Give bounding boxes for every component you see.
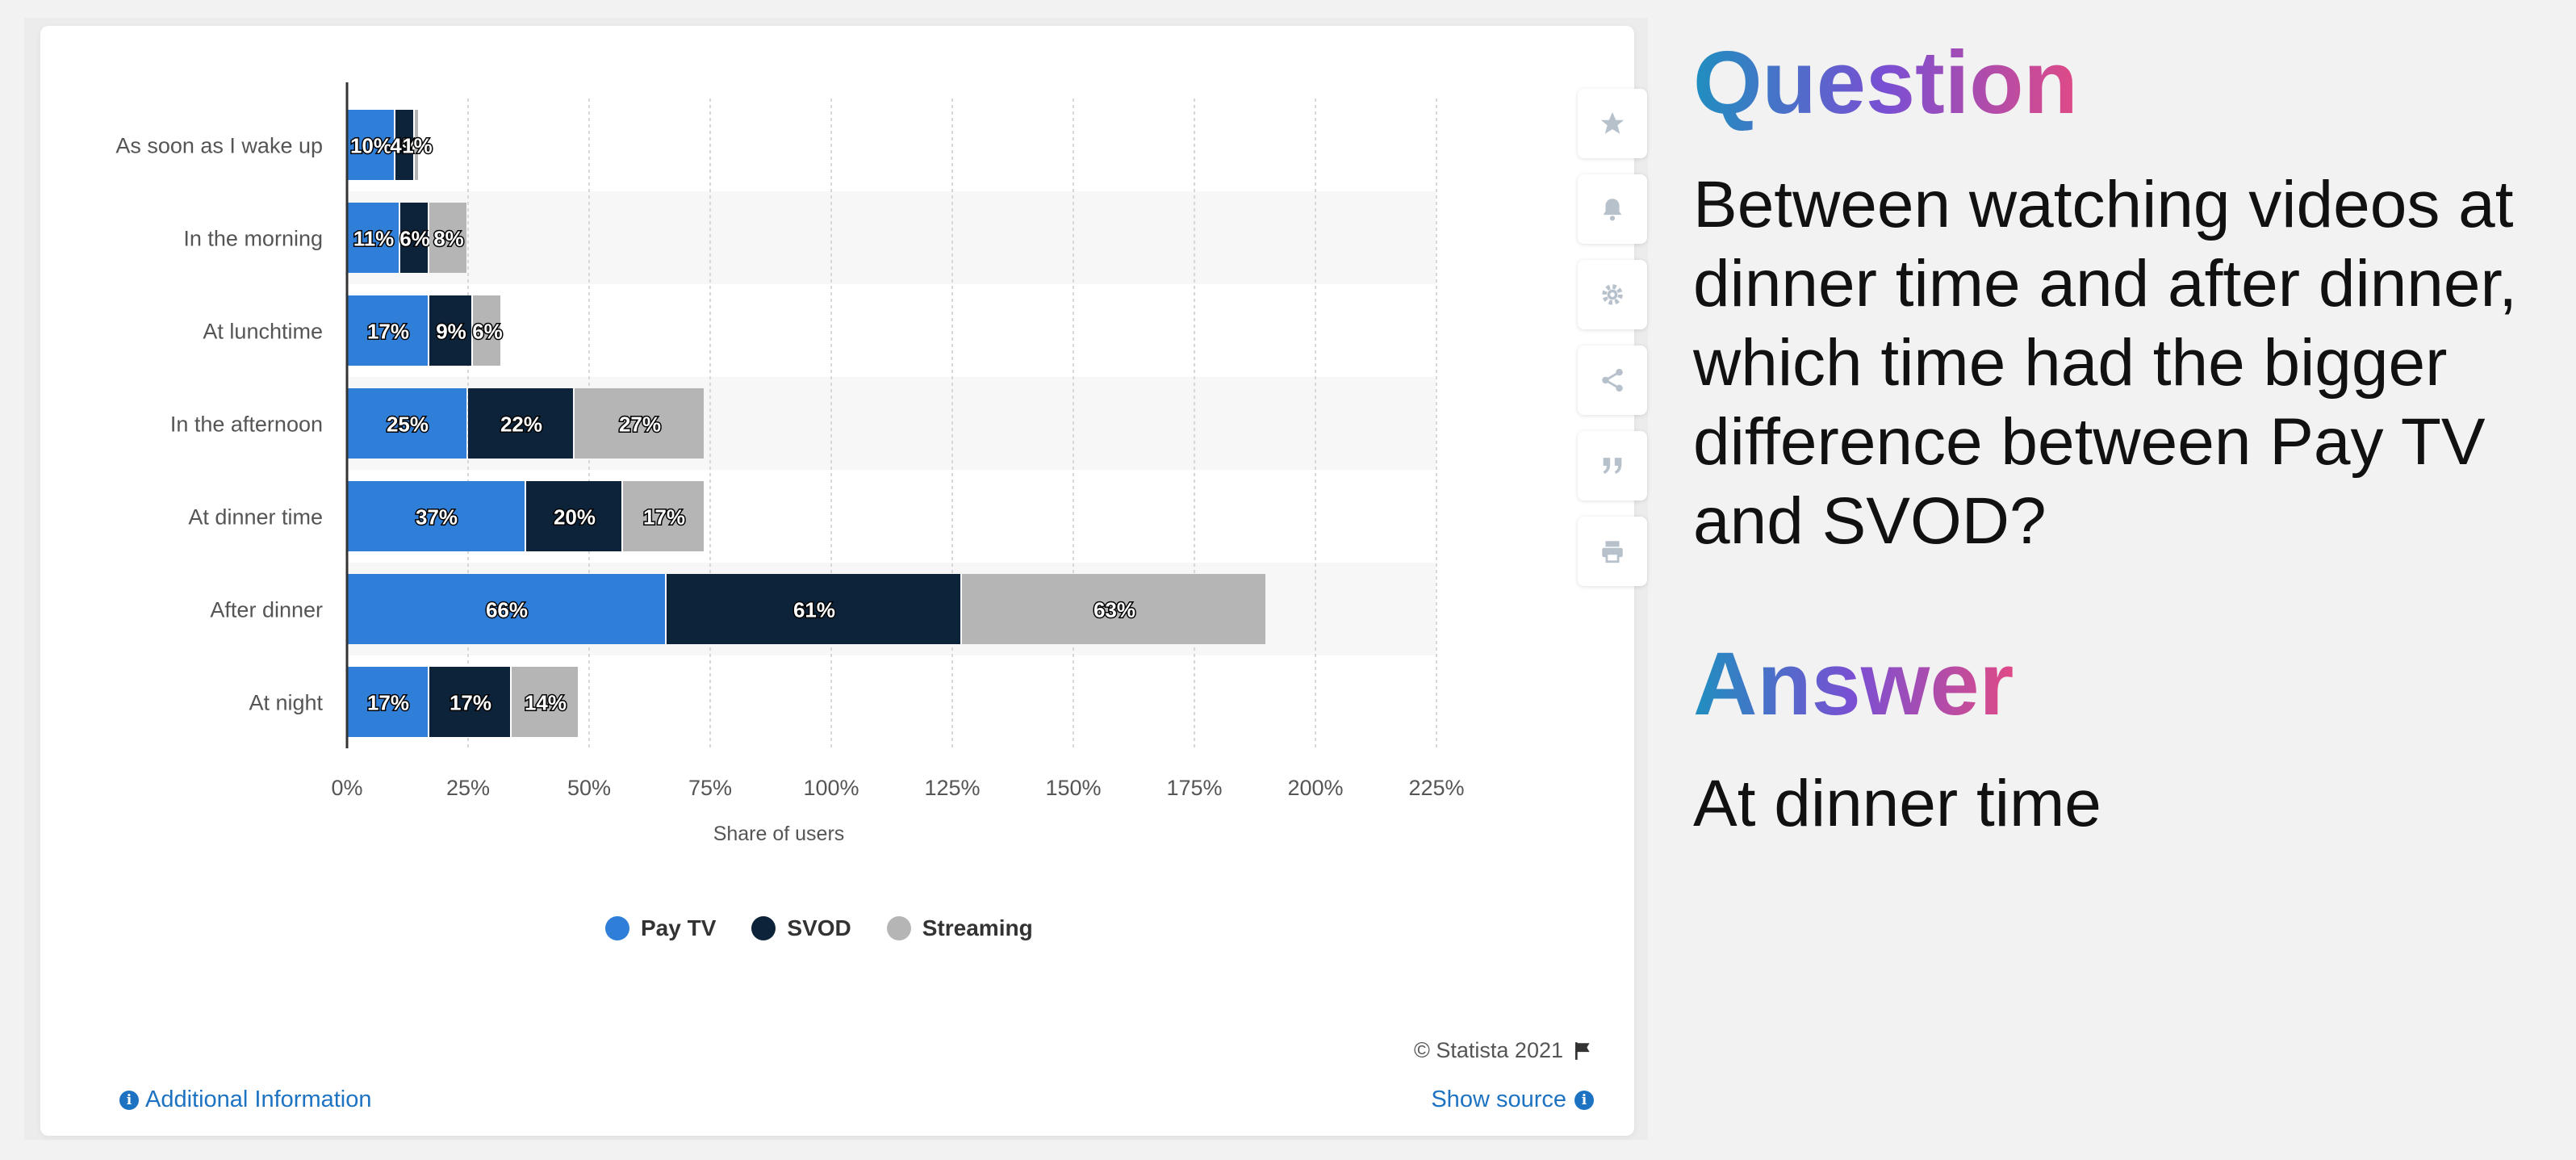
share-icon — [1602, 368, 1623, 392]
data-label: 22% — [500, 412, 542, 437]
show-source-link[interactable]: Show source i — [1431, 1087, 1594, 1113]
info-icon: i — [119, 1090, 139, 1110]
qa-panel: Question Between watching videos at dinn… — [1693, 32, 2565, 842]
bar-streaming — [415, 110, 418, 180]
bar-streaming — [473, 295, 500, 366]
bar-pay-tv — [347, 203, 399, 273]
legend-item-pay-tv[interactable]: Pay TV — [605, 915, 716, 941]
data-label: 1% — [402, 134, 433, 158]
legend-dot-svod — [751, 916, 776, 940]
notification-button[interactable] — [1578, 174, 1647, 244]
x-tick-label: 100% — [803, 776, 859, 800]
x-tick-label: 150% — [1045, 776, 1101, 800]
legend-item-svod[interactable]: SVOD — [751, 915, 851, 941]
print-button[interactable] — [1578, 517, 1647, 586]
legend-dot-streaming — [886, 916, 911, 940]
data-label: 6% — [399, 227, 430, 251]
legend-label-svod: SVOD — [787, 915, 851, 940]
bar-streaming — [623, 481, 704, 551]
category-label: After dinner — [210, 598, 323, 622]
gear-icon — [1602, 284, 1623, 305]
category-label: In the morning — [183, 227, 323, 251]
bar-pay-tv — [347, 667, 428, 737]
info-icon: i — [1574, 1090, 1594, 1110]
category-label: At night — [249, 691, 323, 715]
bar-streaming — [962, 574, 1265, 644]
x-tick-label: 75% — [688, 776, 732, 800]
chart-toolbar — [1578, 89, 1647, 602]
credit-text: © Statista 2021 — [1413, 1038, 1563, 1062]
bar-pay-tv — [347, 110, 394, 180]
category-label: As soon as I wake up — [115, 134, 323, 158]
bar-streaming — [575, 388, 704, 459]
x-tick-label: 125% — [924, 776, 980, 800]
settings-button[interactable] — [1578, 260, 1647, 329]
x-tick-label: 200% — [1287, 776, 1343, 800]
data-label: 14% — [525, 691, 567, 715]
question-heading: Question — [1693, 32, 2078, 135]
quote-icon — [1603, 458, 1622, 474]
data-label: 66% — [486, 598, 528, 622]
category-label: In the afternoon — [170, 412, 323, 437]
data-label: 6% — [472, 320, 503, 344]
bar-svod — [395, 110, 413, 180]
bar-svod — [400, 203, 428, 273]
statista-credit[interactable]: © Statista 2021 — [1414, 1038, 1594, 1063]
x-tick-label: 225% — [1408, 776, 1464, 800]
bar-streaming — [429, 203, 466, 273]
data-label: 17% — [367, 320, 409, 344]
data-label: 10% — [350, 134, 392, 158]
additional-information-link[interactable]: i Additional Information — [119, 1087, 372, 1113]
x-tick-label: 25% — [446, 776, 490, 800]
bar-pay-tv — [347, 481, 525, 551]
print-icon — [1602, 541, 1623, 563]
x-tick-label: 0% — [331, 776, 362, 800]
show-source-label: Show source — [1431, 1087, 1566, 1112]
chart-legend: Pay TV SVOD Streaming — [605, 912, 1033, 944]
legend-label-streaming: Streaming — [922, 915, 1033, 940]
star-icon — [1600, 111, 1625, 134]
bar-streaming — [512, 667, 578, 737]
data-label: 17% — [643, 505, 685, 530]
additional-information-label: Additional Information — [145, 1087, 372, 1112]
answer-heading: Answer — [1693, 634, 2014, 736]
data-label: 61% — [793, 598, 835, 622]
legend-item-streaming[interactable]: Streaming — [886, 915, 1033, 941]
answer-text: At dinner time — [1693, 767, 2101, 840]
question-text: Between watching videos at dinner time a… — [1693, 167, 2518, 558]
bar-svod — [468, 388, 573, 459]
cite-button[interactable] — [1578, 431, 1647, 500]
bar-pay-tv — [347, 388, 466, 459]
data-label: 37% — [416, 505, 458, 530]
data-label: 17% — [367, 691, 409, 715]
data-label: 27% — [619, 412, 661, 437]
category-label: At lunchtime — [203, 320, 323, 344]
favorite-button[interactable] — [1578, 89, 1647, 158]
share-button[interactable] — [1578, 345, 1647, 415]
data-label: 63% — [1094, 598, 1135, 622]
flag-icon — [1574, 1041, 1590, 1060]
x-axis-title: Share of users — [713, 823, 845, 845]
x-tick-label: 175% — [1166, 776, 1222, 800]
data-label: 8% — [433, 227, 464, 251]
data-label: 20% — [554, 505, 596, 530]
data-label: 11% — [353, 227, 395, 251]
bar-pay-tv — [347, 295, 428, 366]
data-label: 9% — [436, 320, 466, 344]
data-label: 25% — [387, 412, 429, 437]
bar-svod — [667, 574, 960, 644]
data-label: 17% — [450, 691, 491, 715]
bar-svod — [429, 667, 510, 737]
stacked-bar-chart: As soon as I wake up 10%4%1%In the mornin… — [115, 82, 1465, 845]
bar-svod — [526, 481, 621, 551]
category-label: At dinner time — [188, 505, 323, 530]
bar-svod — [429, 295, 471, 366]
legend-dot-pay-tv — [605, 916, 629, 940]
legend-label-pay-tv: Pay TV — [641, 915, 717, 940]
bar-pay-tv — [347, 574, 665, 644]
chart-card: As soon as I wake up 10% 4% 1% In the mornin… — [40, 26, 1647, 1136]
x-tick-label: 50% — [567, 776, 611, 800]
row-band — [347, 191, 1436, 284]
bell-icon — [1603, 199, 1622, 221]
